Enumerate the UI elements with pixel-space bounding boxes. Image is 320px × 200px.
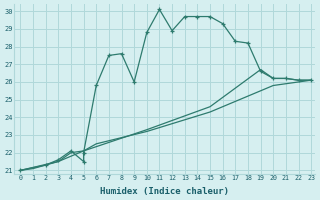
X-axis label: Humidex (Indice chaleur): Humidex (Indice chaleur) — [100, 187, 229, 196]
